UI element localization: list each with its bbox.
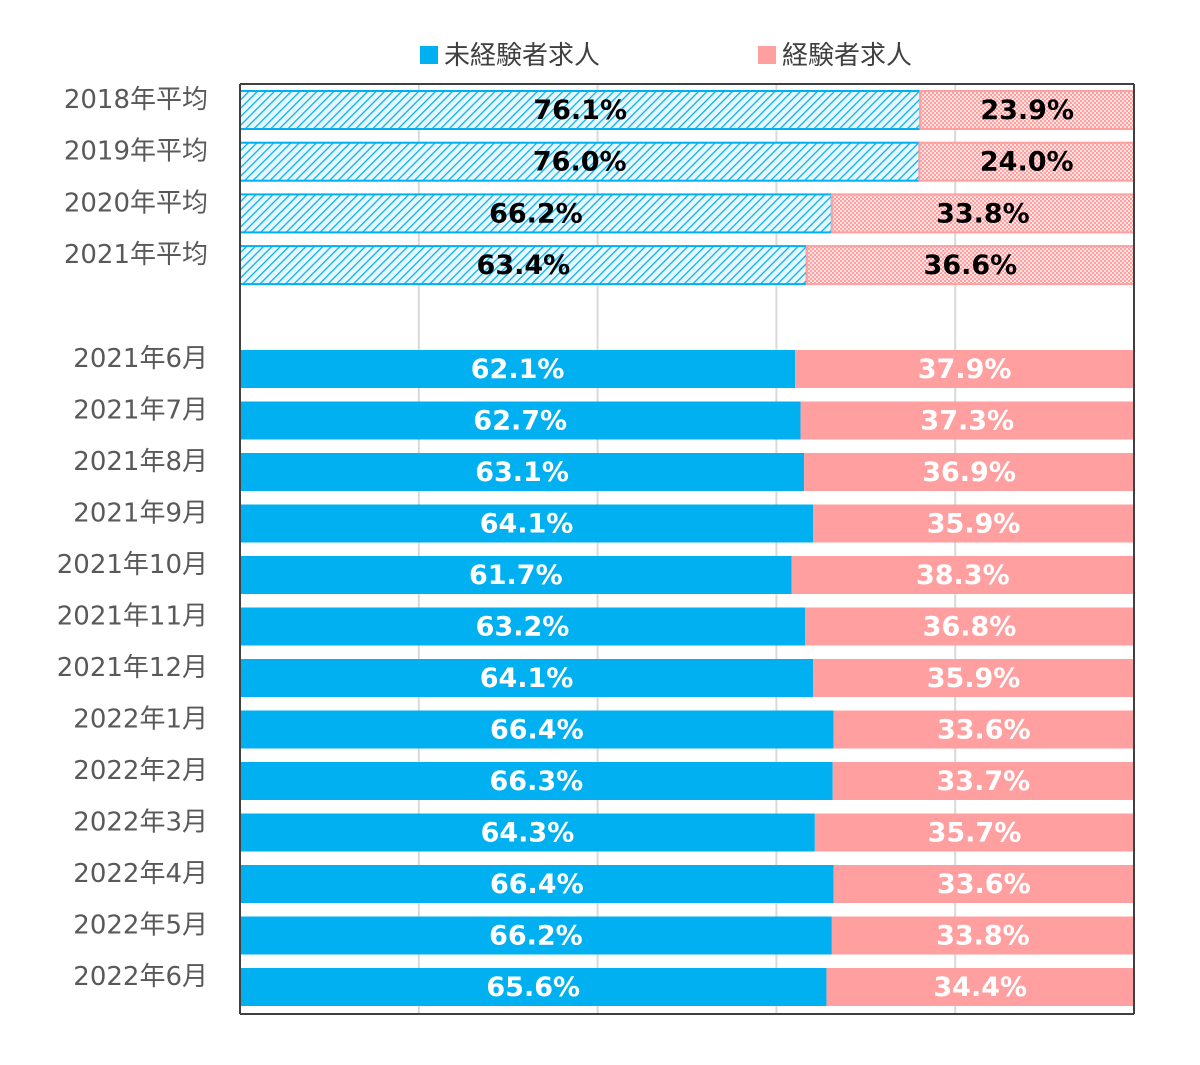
bar-experienced xyxy=(795,350,1134,388)
value-label-experienced: 37.3% xyxy=(920,406,1014,437)
category-label: 2021年11月 xyxy=(57,602,208,632)
value-label-inexperienced: 65.6% xyxy=(486,972,580,1003)
value-label-inexperienced: 63.2% xyxy=(476,612,570,643)
value-label-experienced: 24.0% xyxy=(980,147,1074,178)
bar-inexperienced xyxy=(239,141,921,182)
value-label-experienced: 36.6% xyxy=(924,250,1018,281)
bar-experienced xyxy=(804,453,1134,491)
category-label: 2021年平均 xyxy=(64,240,208,270)
bars xyxy=(239,90,1136,1006)
value-label-inexperienced: 66.4% xyxy=(490,869,584,900)
bar-experienced xyxy=(826,968,1134,1006)
legend-swatch-inexperienced xyxy=(420,46,438,64)
value-label-experienced: 35.9% xyxy=(927,663,1021,694)
value-label-experienced: 33.7% xyxy=(937,766,1031,797)
bar-experienced xyxy=(919,90,1135,130)
bar-inexperienced xyxy=(240,710,834,749)
gridlines xyxy=(417,84,957,1014)
category-label: 2020年平均 xyxy=(64,188,208,218)
legend-swatch-experienced xyxy=(758,46,776,64)
bar-experienced xyxy=(805,607,1134,646)
bar-inexperienced xyxy=(240,865,834,903)
category-label: 2021年12月 xyxy=(57,653,208,683)
bar-experienced xyxy=(800,401,1134,440)
value-labels: 76.1% 23.9% 76.0% 24.0% 66.2% 33.8% 63.4% 36.6%… xyxy=(469,95,1074,1003)
bar-inexperienced xyxy=(240,504,814,543)
value-label-experienced: 33.6% xyxy=(937,869,1031,900)
bar-experienced xyxy=(813,659,1134,697)
value-label-inexperienced: 63.1% xyxy=(475,457,569,488)
category-label: 2022年3月 xyxy=(73,808,208,838)
value-label-experienced: 33.8% xyxy=(936,921,1030,952)
category-label: 2022年1月 xyxy=(73,705,208,735)
bar-inexperienced xyxy=(240,813,815,852)
value-label-experienced: 33.8% xyxy=(936,198,1030,229)
category-label: 2021年8月 xyxy=(73,447,208,477)
category-label: 2021年7月 xyxy=(73,396,208,426)
category-label: 2018年平均 xyxy=(64,85,208,115)
legend: 未経験者求人 経験者求人 xyxy=(420,41,912,71)
category-label: 2022年6月 xyxy=(73,962,208,992)
value-label-inexperienced: 66.3% xyxy=(490,766,584,797)
value-label-experienced: 34.4% xyxy=(933,972,1027,1003)
category-label: 2022年5月 xyxy=(73,911,208,941)
value-label-experienced: 23.9% xyxy=(980,95,1074,126)
value-label-inexperienced: 63.4% xyxy=(477,250,571,281)
value-label-experienced: 38.3% xyxy=(916,560,1010,591)
bar-experienced xyxy=(833,710,1134,749)
value-label-inexperienced: 66.4% xyxy=(490,715,584,746)
category-label: 2019年平均 xyxy=(64,137,208,167)
bar-experienced xyxy=(832,762,1134,800)
value-label-inexperienced: 61.7% xyxy=(469,560,563,591)
bar-inexperienced xyxy=(240,607,806,646)
category-labels: 2018年平均 2019年平均 2020年平均 2021年平均 2021年6月 2021年… xyxy=(57,85,208,992)
category-label: 2021年6月 xyxy=(73,344,208,374)
value-label-experienced: 36.8% xyxy=(923,612,1017,643)
bar-experienced xyxy=(830,193,1135,234)
value-label-inexperienced: 64.1% xyxy=(480,663,574,694)
value-label-inexperienced: 66.2% xyxy=(489,921,583,952)
category-label: 2022年2月 xyxy=(73,756,208,786)
value-label-inexperienced: 62.1% xyxy=(471,354,565,385)
bar-inexperienced xyxy=(239,90,922,130)
bar-experienced xyxy=(833,865,1134,903)
value-label-experienced: 36.9% xyxy=(922,457,1016,488)
bar-inexperienced xyxy=(240,401,801,440)
bar-inexperienced xyxy=(240,659,814,697)
value-label-inexperienced: 64.3% xyxy=(481,818,575,849)
bar-inexperienced xyxy=(240,968,827,1006)
value-label-experienced: 33.6% xyxy=(937,715,1031,746)
value-label-inexperienced: 76.1% xyxy=(533,95,627,126)
category-label: 2022年4月 xyxy=(73,859,208,889)
bar-inexperienced xyxy=(240,453,805,491)
bar-experienced xyxy=(814,813,1134,852)
value-label-experienced: 35.9% xyxy=(927,509,1021,540)
bar-inexperienced xyxy=(240,350,796,388)
value-label-experienced: 37.9% xyxy=(918,354,1012,385)
legend-label-inexperienced: 未経験者求人 xyxy=(444,41,600,71)
bar-experienced xyxy=(918,141,1135,182)
value-label-inexperienced: 76.0% xyxy=(533,147,627,178)
value-label-inexperienced: 66.2% xyxy=(489,198,583,229)
bar-inexperienced xyxy=(240,556,792,594)
bar-experienced xyxy=(791,556,1134,594)
value-label-inexperienced: 64.1% xyxy=(480,509,574,540)
category-label: 2021年9月 xyxy=(73,499,208,529)
bar-inexperienced xyxy=(240,762,833,800)
bar-experienced xyxy=(831,916,1134,955)
legend-label-experienced: 経験者求人 xyxy=(782,41,912,71)
value-label-inexperienced: 62.7% xyxy=(473,406,567,437)
bar-inexperienced xyxy=(240,916,832,955)
value-label-experienced: 35.7% xyxy=(928,818,1022,849)
bar-experienced xyxy=(813,504,1134,543)
category-label: 2021年10月 xyxy=(57,550,208,580)
